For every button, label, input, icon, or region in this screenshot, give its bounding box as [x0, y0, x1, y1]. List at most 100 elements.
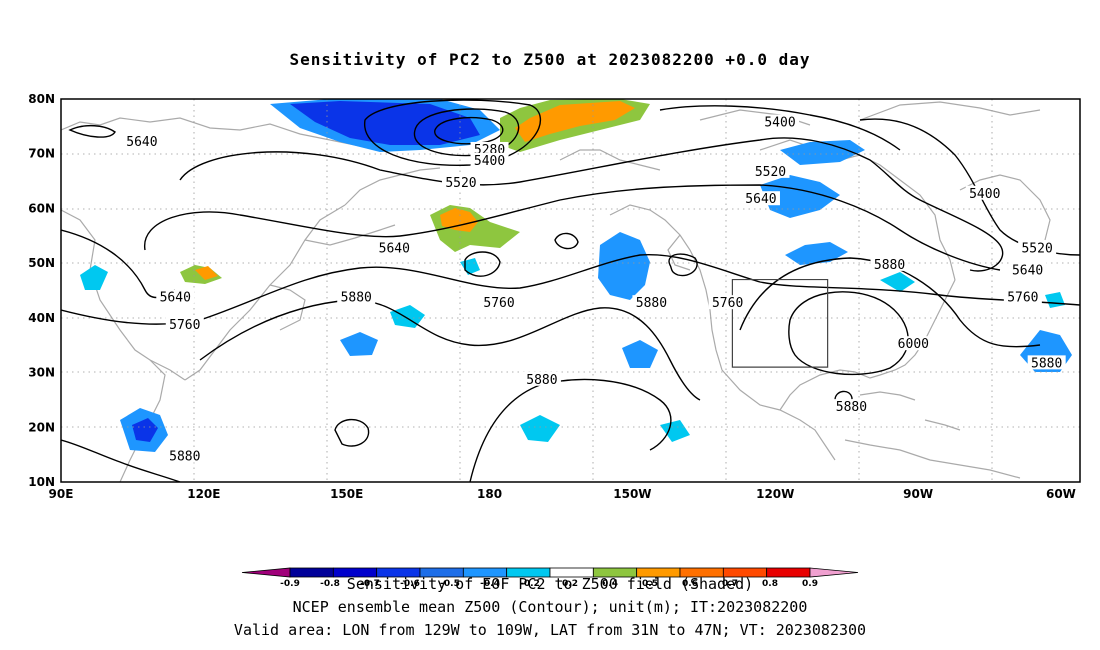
contour-label-bg: [337, 289, 376, 304]
contour-label: 5640: [379, 241, 410, 256]
contour-label: 5760: [483, 296, 514, 311]
contour-label-bg: [708, 295, 747, 310]
shade-negative-nwpac: [340, 332, 378, 356]
contour-label-bg: [1008, 262, 1047, 277]
lon-tick-label: 120E: [187, 487, 220, 501]
contour-5400-north-east: [659, 105, 901, 151]
lat-tick-label: 50N: [28, 256, 55, 270]
contour-5880-west: [61, 439, 181, 482]
contour-closed-small-5: [464, 251, 501, 277]
contour-label-bg: [441, 174, 480, 189]
colorbar-tick-label: 0.9: [802, 579, 818, 589]
colorbar-tick-label: 0.5: [642, 579, 658, 589]
lon-tick-label: 120W: [756, 487, 794, 501]
colorbar-tick-label: -0.7: [360, 579, 380, 589]
contour-label: 5880: [341, 291, 372, 306]
contour-label: 5880: [1031, 356, 1062, 371]
contour-label-bg: [1018, 240, 1057, 255]
contour-5280: [434, 117, 504, 145]
shade-negative-midpac: [622, 340, 658, 368]
shade-negative-scs-core: [132, 418, 158, 442]
contour-closed-small-2: [334, 418, 370, 447]
contour-label: 5400: [764, 116, 795, 131]
colorbar-tick-label: -0.6: [400, 579, 420, 589]
sensitivity-shading: [80, 99, 1072, 452]
contour-label-bg: [761, 114, 800, 129]
latitude-labels: 80N 70N 60N 50N 40N 30N 20N 10N: [28, 92, 55, 489]
colorbar-tick-label: -0.2: [520, 579, 540, 589]
contour-label: 5400: [474, 154, 505, 169]
lat-tick-label: 20N: [28, 420, 55, 434]
gridlines: [61, 99, 1080, 482]
lon-tick-label: 180: [477, 487, 502, 501]
contour-5880-main: [199, 299, 701, 401]
contour-label: 5640: [160, 291, 191, 306]
contour-label-bg: [632, 295, 671, 310]
contour-label: 5880: [836, 400, 867, 415]
contour-closed-small-1: [668, 253, 698, 277]
colorbar-tick-label: 0.4: [602, 579, 618, 589]
shade-orange-china: [195, 266, 218, 280]
colorbar-tick-label: 0.7: [722, 579, 738, 589]
contour-label-bg: [156, 289, 195, 304]
chart-title: Sensitivity of PC2 to Z500 at 2023082200…: [289, 50, 811, 69]
footer-line-2: NCEP ensemble mean Z500 (Contour); unit(…: [292, 598, 808, 616]
contour-label-bg: [870, 256, 909, 271]
contour-label: 5880: [874, 258, 905, 273]
contour-label-bg: [751, 163, 790, 178]
contour-5520-north: [179, 137, 1004, 272]
colorbar: -0.9 -0.8 -0.7 -0.6 -0.5 -0.4 -0.2 0.2 0.4 0.5 0.6…: [241, 567, 859, 589]
lat-tick-label: 10N: [28, 475, 55, 489]
contour-label-bg: [965, 185, 1004, 200]
contour-label-bg: [470, 141, 509, 156]
lat-tick-label: 30N: [28, 366, 55, 380]
contour-label: 5520: [1021, 241, 1052, 256]
lon-tick-label: 90E: [49, 487, 74, 501]
shade-strong-negative-arctic: [290, 101, 480, 145]
footer-line-1: Sensitivity of EOF PC2 to Z500 field (Sh…: [346, 575, 754, 593]
contour-label-bg: [470, 152, 509, 167]
footer-line-3: Valid area: LON from 129W to 109W, LAT f…: [233, 621, 867, 639]
contour-6000: [788, 291, 909, 376]
contour-5760: [61, 253, 1080, 325]
colorbar-tick-label: 0.8: [762, 579, 778, 589]
contour-label-bg: [832, 399, 871, 414]
longitude-labels: 90E 120E 150E 180 150W 120W 90W 60W: [49, 487, 1076, 501]
lon-tick-label: 150W: [613, 487, 651, 501]
contour-5640-nw: [68, 125, 116, 138]
shade-negative-hudson: [780, 140, 865, 165]
lat-tick-label: 70N: [28, 147, 55, 161]
lon-tick-label: 90W: [903, 487, 933, 501]
contour-label: 5880: [169, 449, 200, 464]
contour-label: 5520: [755, 165, 786, 180]
contour-label-bg: [741, 191, 780, 206]
shade-orange-arctic: [515, 101, 635, 142]
contour-label: 5520: [445, 176, 476, 191]
lat-tick-label: 80N: [28, 92, 55, 106]
contour-label: 6000: [898, 337, 929, 352]
colorbar-tick-label: -0.5: [440, 579, 460, 589]
contour-label: 5640: [1012, 263, 1043, 278]
contour-label-bg: [1027, 355, 1066, 370]
contour-label: 5760: [169, 318, 200, 333]
contour-label-bg: [1003, 289, 1042, 304]
map-background: [61, 99, 1080, 482]
shade-orange-siberia: [440, 208, 478, 232]
colorbar-tick-label: -0.8: [320, 579, 340, 589]
contour-label: 5880: [636, 296, 667, 311]
contour-label: 5400: [969, 187, 1000, 202]
contour-closed-small-4: [554, 232, 579, 250]
contour-label-bg: [375, 240, 414, 255]
colorbar-high-triangle: [809, 567, 859, 578]
contour-label-bg: [894, 336, 933, 351]
contour-label: 5640: [126, 135, 157, 150]
contour-label: 5640: [745, 192, 776, 207]
colorbar-tick-label: 0.2: [562, 579, 578, 589]
map-frame: [60, 98, 1081, 483]
contour-5640-north: [144, 184, 1001, 271]
lon-tick-label: 150E: [330, 487, 363, 501]
lat-tick-label: 40N: [28, 311, 55, 325]
contour-label: 5760: [712, 296, 743, 311]
valid-area-box: [731, 278, 829, 368]
